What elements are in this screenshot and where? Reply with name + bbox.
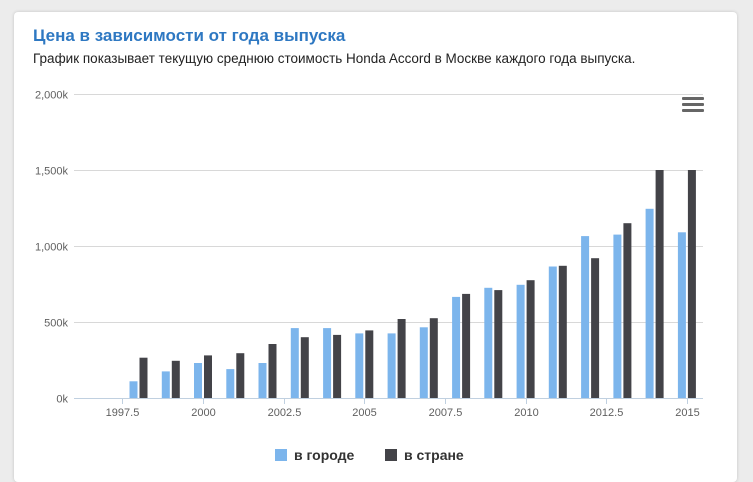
x-tick-label: 2015: [675, 407, 699, 419]
bar-country: [300, 337, 309, 398]
chart-subtitle: График показывает текущую среднюю стоимо…: [33, 51, 636, 66]
x-tick-label: 2007.5: [429, 407, 463, 419]
bar-city: [548, 266, 557, 398]
bar-country: [462, 293, 471, 398]
bar-country: [655, 170, 664, 398]
y-tick-label: 2,000k: [35, 90, 69, 102]
x-tick-label: 2002.5: [268, 407, 302, 419]
bar-city: [613, 234, 622, 398]
bar-city: [645, 208, 654, 398]
bar-country: [236, 353, 245, 398]
bar-chart: 0k 500k 1,000k 1,500k 2,000k 1997.5 2000 2002.5…: [35, 90, 703, 419]
bar-country: [397, 319, 406, 398]
y-tick-label: 1,000k: [35, 242, 69, 254]
bar-country: [623, 223, 632, 398]
bar-city: [484, 287, 493, 398]
legend-item-country[interactable]: в стране: [385, 447, 464, 463]
chart-title: Цена в зависимости от года выпуска: [33, 26, 346, 45]
bar-city: [194, 363, 202, 398]
bar-city: [581, 236, 590, 398]
menu-line: [682, 103, 704, 106]
bar-country: [204, 355, 212, 398]
hamburger-menu-icon[interactable]: [682, 97, 704, 115]
y-tick-label: 0k: [56, 394, 68, 406]
bar-city: [387, 333, 396, 398]
bar-country: [591, 258, 600, 398]
y-tick-label: 500k: [44, 318, 68, 330]
bar-city: [129, 381, 138, 398]
x-tick-label: 2010: [514, 407, 538, 419]
x-tick-label: 2005: [352, 407, 376, 419]
bar-country: [268, 344, 277, 398]
bar-country: [139, 357, 148, 398]
menu-line: [682, 97, 704, 100]
bar-city: [226, 369, 235, 398]
y-tick-label: 1,500k: [35, 166, 69, 178]
bar-city: [516, 284, 525, 398]
x-tick-label: 1997.5: [106, 407, 140, 419]
menu-line: [682, 109, 704, 112]
bar-country: [429, 318, 438, 398]
legend-label-country: в стране: [404, 447, 464, 463]
bar-city: [355, 333, 364, 398]
bar-country: [526, 280, 535, 398]
bar-city: [452, 296, 461, 398]
bar-country: [171, 360, 180, 398]
bar-city: [323, 328, 332, 398]
bar-city: [419, 327, 428, 398]
x-tick-label: 2012.5: [590, 407, 624, 419]
legend-label-city: в городе: [294, 447, 355, 463]
x-tick-label: 2000: [191, 407, 215, 419]
bar-city: [258, 363, 267, 398]
bar-city: [161, 371, 170, 398]
bar-city: [290, 328, 299, 398]
bar-country: [558, 265, 567, 398]
bar-country: [494, 290, 503, 398]
legend-item-city[interactable]: в городе: [275, 447, 354, 463]
legend-swatch-country: [385, 449, 397, 461]
legend-swatch-city: [275, 449, 287, 461]
bar-country: [687, 170, 696, 398]
bar-country: [333, 334, 342, 398]
bar-city: [677, 232, 686, 398]
legend: в городе в стране: [0, 447, 753, 467]
bar-country: [365, 330, 374, 398]
